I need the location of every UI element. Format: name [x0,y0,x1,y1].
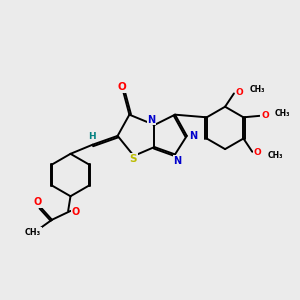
Text: N: N [147,115,155,125]
Text: O: O [71,206,80,217]
Text: CH₃: CH₃ [25,228,41,237]
Text: CH₃: CH₃ [249,85,265,94]
Text: O: O [261,111,269,120]
Text: N: N [189,131,197,141]
Text: O: O [118,82,126,92]
Text: CH₃: CH₃ [275,109,290,118]
Text: H: H [88,132,96,141]
Text: CH₃: CH₃ [268,151,283,160]
Text: N: N [173,156,181,166]
Text: O: O [34,197,42,207]
Text: O: O [254,148,262,157]
Text: O: O [235,88,243,98]
Text: S: S [130,154,137,164]
